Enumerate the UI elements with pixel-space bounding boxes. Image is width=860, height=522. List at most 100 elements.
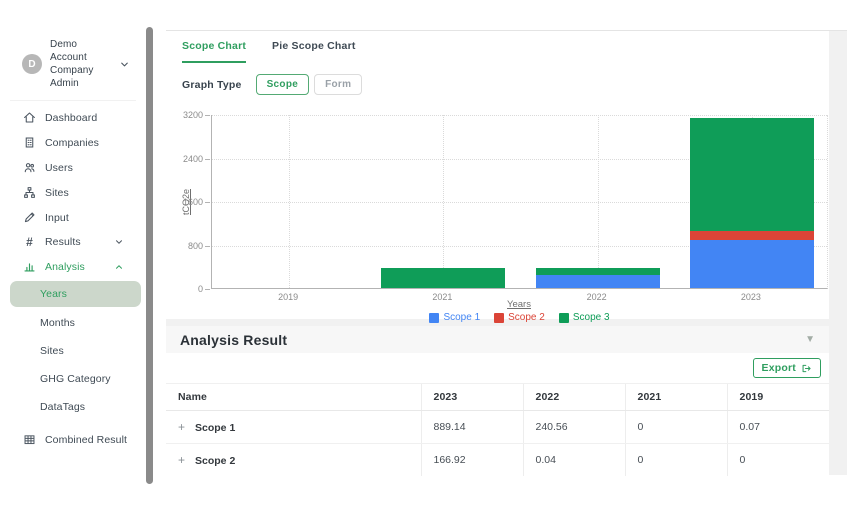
gridline [212,202,827,203]
analysis-result-header: Analysis Result ▼ [166,326,829,353]
sidebar-item-input[interactable]: Input [0,205,146,230]
cell-value: 0 [624,443,727,476]
legend-label: Scope 2 [508,312,545,323]
table-header-row: Name 2023 2022 2021 2019 [166,383,829,411]
chart-legend: Scope 1 Scope 2 Scope 3 [211,312,828,323]
y-tick-mark [205,158,210,160]
export-button[interactable]: Export [752,358,821,378]
chevron-up-icon [114,262,124,272]
sidebar-item-label: Dashboard [45,111,98,124]
legend-swatch [429,312,440,323]
graph-type-form-button[interactable]: Form [314,74,363,95]
bar-segment-scope-2 [689,231,814,240]
column-header-2023: 2023 [420,383,523,411]
y-tick-mark [205,245,210,247]
building-icon [23,136,36,149]
main-content: Scope Chart Pie Scope Chart Graph Type S… [166,30,847,476]
bar-segment-scope-3 [689,118,814,231]
collapse-triangle-icon[interactable]: ▼ [805,334,815,345]
divider [10,100,136,101]
expand-row-icon[interactable]: + [178,453,186,467]
sidebar-item-label: Results [45,236,81,248]
legend-label: Scope 1 [443,312,481,323]
plot-area [211,115,828,289]
gridline [289,115,291,288]
sidebar-subitem-ghg-category[interactable]: GHG Category [40,373,111,385]
export-icon [801,363,812,374]
cell-value: 0.04 [522,443,625,476]
row-name: Scope 1 [195,422,236,434]
hash-icon: # [26,234,33,249]
sidebar-item-dashboard[interactable]: Dashboard [0,105,146,130]
table-icon [23,433,36,446]
legend-swatch [558,312,569,323]
sidebar-subitem-sites[interactable]: Sites [40,345,64,357]
sidebar-item-sites[interactable]: Sites [0,180,146,205]
export-button-label: Export [761,362,796,374]
account-name: Demo Account [50,39,87,63]
graph-type-scope-button[interactable]: Scope [255,74,310,95]
sidebar-item-label: Companies [45,136,100,149]
sidebar-item-label: Analysis [45,260,85,273]
sidebar-item-label: Users [45,161,73,174]
sidebar-item-label: Input [45,211,69,224]
y-tick-mark [205,289,210,290]
y-tick-mark [205,115,210,116]
sidebar-item-users[interactable]: Users [0,155,146,180]
sidebar-item-companies[interactable]: Companies [0,130,146,155]
cell-value: 0 [624,410,727,444]
chevron-down-icon [114,237,124,247]
analysis-result-card: Analysis Result ▼ Export Name 2023 2022 [166,326,829,476]
sidebar-item-results[interactable]: # Results [0,230,146,254]
bar-segment-scope-3 [535,268,660,275]
gridline [212,115,827,116]
column-header-2019: 2019 [726,383,829,411]
x-axis-title: Years [507,299,531,310]
legend-swatch [494,312,505,323]
chart-card: Scope Chart Pie Scope Chart Graph Type S… [166,31,829,323]
stacked-bar-chart: tCO2e Years Scope 1 Scope 2 Scope 3 0 800 16… [166,101,829,323]
y-tick-label: 3200 [182,110,203,120]
column-header-2022: 2022 [522,383,625,411]
tab-pie-scope-chart[interactable]: Pie Scope Chart [272,40,356,52]
expand-row-icon[interactable]: + [178,420,186,434]
legend-item-scope-2: Scope 2 [494,312,545,323]
bar-segment-scope-1 [689,240,814,288]
column-header-name: Name [166,383,421,411]
analysis-submenu: Years Months Sites GHG Category DataTags [0,281,146,421]
sidebar-subitem-years[interactable]: Years [10,281,141,307]
sidebar-subitem-months[interactable]: Months [40,317,76,329]
account-menu[interactable]: D Demo Account Company Admin [22,38,140,90]
sidebar-item-combined-result[interactable]: Combined Result [0,427,146,452]
x-tick-label: 2019 [278,292,299,302]
cell-value: 0 [726,443,829,476]
cell-value: 889.14 [420,410,523,444]
tab-scope-chart[interactable]: Scope Chart [182,31,247,63]
tab-bar: Scope Chart Pie Scope Chart [166,31,829,63]
avatar: D [22,54,42,74]
bar-segment-scope-3 [381,268,506,288]
graph-type-label: Graph Type [182,78,242,91]
row-name: Scope 2 [195,455,236,467]
x-tick-label: 2021 [432,292,453,302]
account-role: Company Admin [50,65,94,89]
y-tick-label: 1600 [182,197,203,207]
gridline [212,245,827,247]
sidebar-scrollbar[interactable] [146,27,153,484]
x-tick-label: 2022 [586,292,607,302]
gridline [597,115,599,288]
users-icon [23,161,36,174]
account-text: Demo Account Company Admin [50,38,111,90]
sidebar-item-label: Combined Result [45,433,128,446]
bar-segment-scope-1 [535,275,660,288]
x-tick-label: 2023 [740,292,761,302]
y-tick-label: 0 [197,284,203,294]
legend-item-scope-1: Scope 1 [429,312,480,323]
sidebar-item-analysis[interactable]: Analysis [0,254,146,279]
chevron-down-icon [119,59,130,70]
sidebar-subitem-datatags[interactable]: DataTags [40,401,86,413]
column-header-2021: 2021 [624,383,727,411]
cell-value: 240.56 [522,410,625,444]
sidebar-item-label: Sites [45,186,69,199]
bar-chart-icon [23,260,36,273]
